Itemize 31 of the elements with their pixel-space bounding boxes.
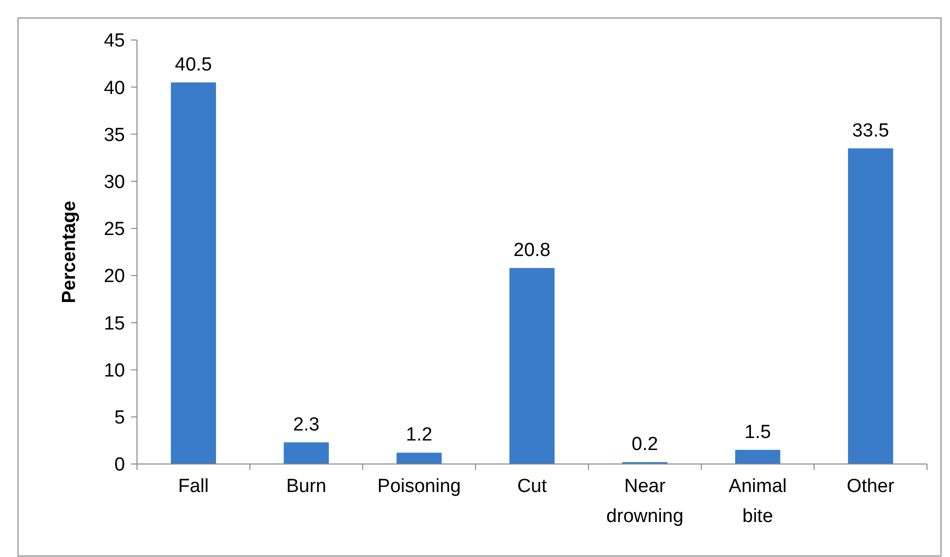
x-tick-label: Other	[846, 476, 895, 497]
data-label: 33.5	[852, 120, 890, 142]
bar	[284, 442, 329, 464]
x-tick-label: Burn	[286, 476, 326, 497]
y-tick-label: 40	[104, 78, 125, 99]
bar	[170, 82, 216, 464]
bar	[735, 450, 780, 464]
y-tick-label: 5	[114, 408, 125, 429]
bar	[396, 452, 442, 464]
x-tick-label: Poisoning	[377, 476, 461, 497]
x-tick-label: Near drowning	[606, 476, 684, 527]
y-tick-label: 35	[104, 124, 125, 146]
y-tick-label: 15	[104, 313, 125, 334]
data-label: 1.2	[406, 424, 432, 446]
y-tick-label: 0	[114, 454, 125, 476]
data-label: 2.3	[293, 414, 320, 436]
data-label: 40.5	[174, 54, 212, 76]
x-tick-label: Fall	[178, 476, 209, 497]
x-tick-label: Animal bite	[728, 476, 787, 527]
y-axis-title: Percentage	[59, 200, 80, 304]
y-tick-label: 45	[104, 30, 125, 52]
data-label: 20.8	[514, 240, 550, 262]
y-tick-label: 10	[104, 360, 125, 382]
x-tick-label: Cut	[517, 476, 548, 497]
y-tick-label: 25	[104, 219, 125, 240]
data-label: 0.2	[632, 434, 658, 456]
bar	[509, 268, 555, 464]
bar	[848, 148, 894, 464]
y-tick-label: 30	[104, 172, 125, 193]
data-label: 1.5	[744, 422, 771, 443]
y-tick-label: 20	[104, 266, 125, 288]
